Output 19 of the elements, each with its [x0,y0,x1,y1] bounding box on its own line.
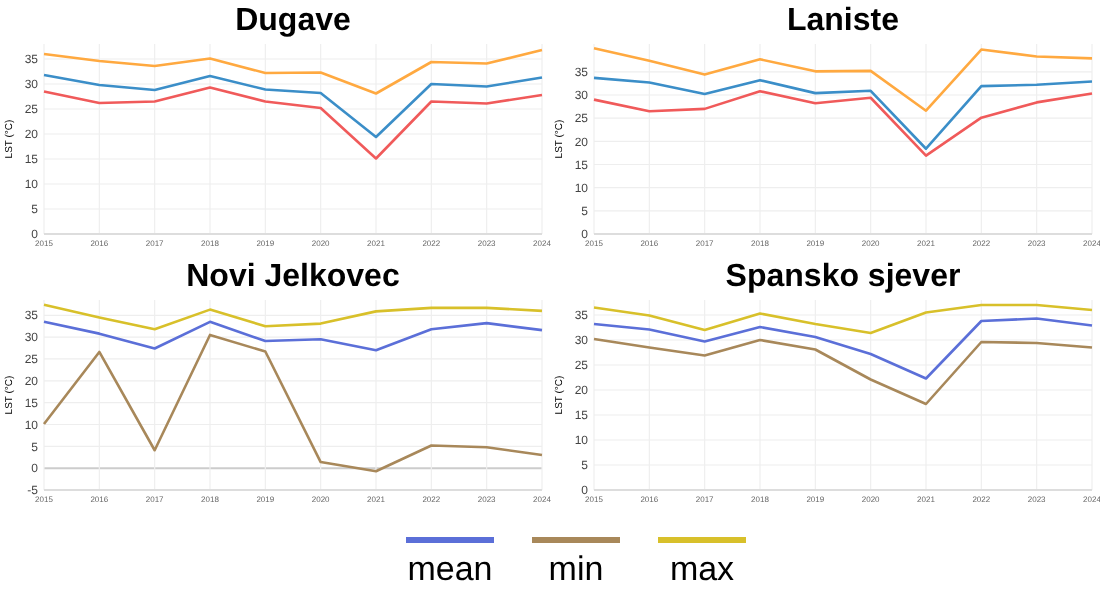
line-series [592,317,1094,380]
chart-title: Spansko sjever [725,260,961,294]
line-series [42,333,544,473]
line-series [42,86,544,160]
line-series [592,303,1094,335]
chart-title: Laniste [786,4,900,38]
chart-title: Dugave [235,4,351,38]
line-series [42,73,544,139]
legend-label: mean [407,550,493,588]
line-series [42,303,544,331]
line-series [592,46,1094,113]
chart-title: Novi Jelkovec [186,260,400,294]
line-series [42,48,544,95]
line-series [42,320,544,352]
legend-label: max [669,550,736,588]
legend-label: min [548,550,604,588]
line-series [592,76,1094,151]
line-series [592,89,1094,157]
line-series [592,337,1094,406]
